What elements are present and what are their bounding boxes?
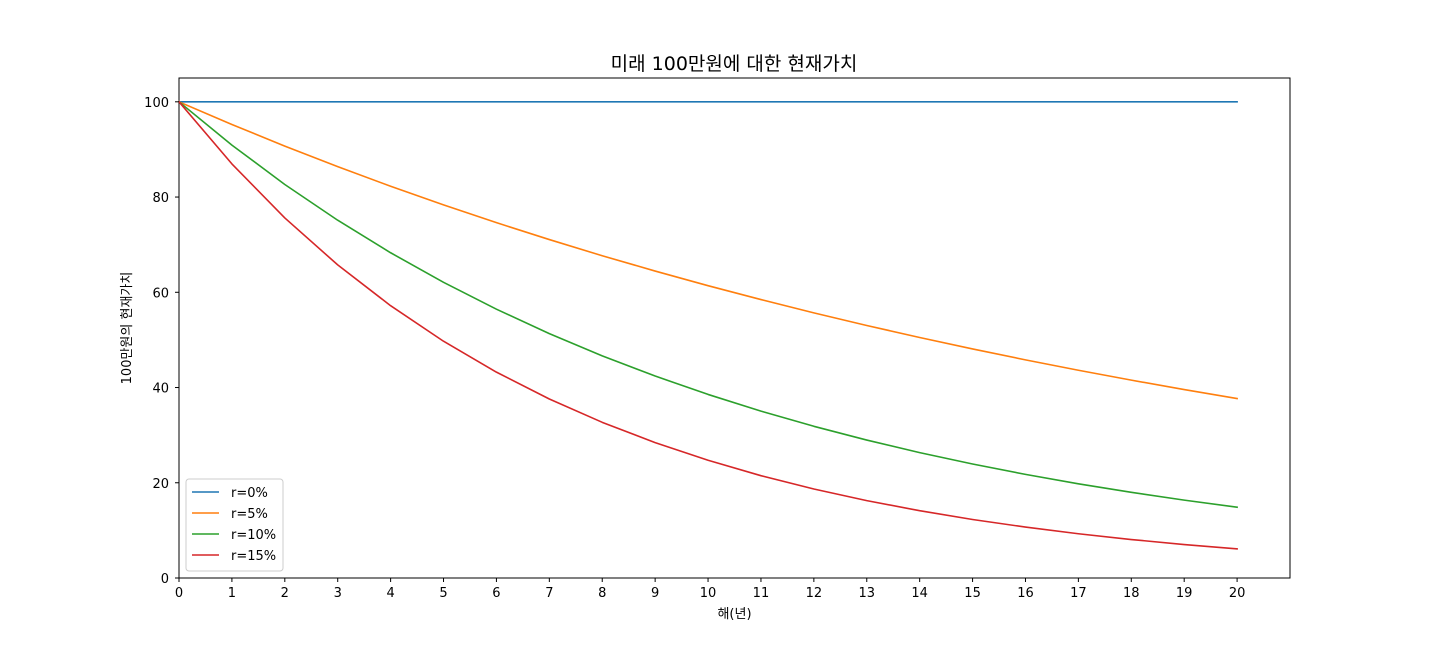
x-tick-label: 17 — [1070, 586, 1087, 601]
x-tick-label: 3 — [334, 586, 342, 601]
y-tick-label: 40 — [152, 382, 169, 397]
x-tick-label: 5 — [439, 586, 447, 601]
y-axis-label: 100만원의 현재가치 — [120, 272, 135, 385]
series-layer — [177, 100, 1239, 550]
chart-title: 미래 100만원에 대한 현재가치 — [611, 53, 858, 75]
x-tick-label: 15 — [964, 586, 981, 601]
x-tick-label: 16 — [1017, 586, 1034, 601]
y-axis-ticks: 0 20 40 60 80 100 — [144, 96, 179, 587]
x-tick-label: 1 — [228, 586, 236, 601]
series-line-2 — [177, 100, 1238, 509]
x-axis-ticks: 0 1 2 3 4 5 6 7 8 9 10 11 12 13 14 15 16 17 18 19 20 — [175, 578, 1246, 601]
x-tick-label: 10 — [700, 586, 717, 601]
x-tick-label: 8 — [598, 586, 606, 601]
x-tick-label: 19 — [1176, 586, 1193, 601]
x-tick-label: 13 — [858, 586, 875, 601]
x-tick-label: 20 — [1229, 586, 1246, 601]
legend-label-0: r=0% — [231, 486, 268, 501]
legend-box — [185, 478, 284, 572]
x-tick-label: 4 — [386, 586, 394, 601]
x-tick-label: 7 — [545, 586, 553, 601]
legend-label-2: r=10% — [231, 528, 276, 543]
legend-label-1: r=5% — [231, 507, 268, 522]
series-line-1 — [177, 100, 1239, 400]
x-tick-label: 12 — [806, 586, 823, 601]
legend-items: r=0% r=5% r=10% r=15% — [192, 486, 276, 564]
x-tick-label: 0 — [175, 586, 183, 601]
legend-label-3: r=15% — [231, 549, 276, 564]
x-axis-label: 해(년) — [717, 607, 751, 622]
x-tick-label: 18 — [1123, 586, 1140, 601]
y-tick-label: 80 — [152, 191, 169, 206]
y-tick-label: 0 — [161, 572, 169, 587]
x-tick-label: 6 — [492, 586, 500, 601]
y-tick-label: 60 — [152, 286, 169, 301]
legend: r=0% r=5% r=10% r=15% — [185, 478, 284, 572]
plot-frame — [178, 77, 1291, 579]
series-line-3 — [177, 100, 1238, 550]
x-tick-label: 2 — [281, 586, 289, 601]
y-tick-label: 20 — [152, 477, 169, 492]
y-tick-label: 100 — [144, 96, 169, 111]
x-tick-label: 11 — [753, 586, 770, 601]
plot-area: 0 1 2 3 4 5 6 7 8 9 10 11 12 13 14 15 16 17 18 19 20 0204060… — [144, 77, 1291, 601]
x-tick-label: 9 — [651, 586, 659, 601]
x-tick-label: 14 — [911, 586, 928, 601]
